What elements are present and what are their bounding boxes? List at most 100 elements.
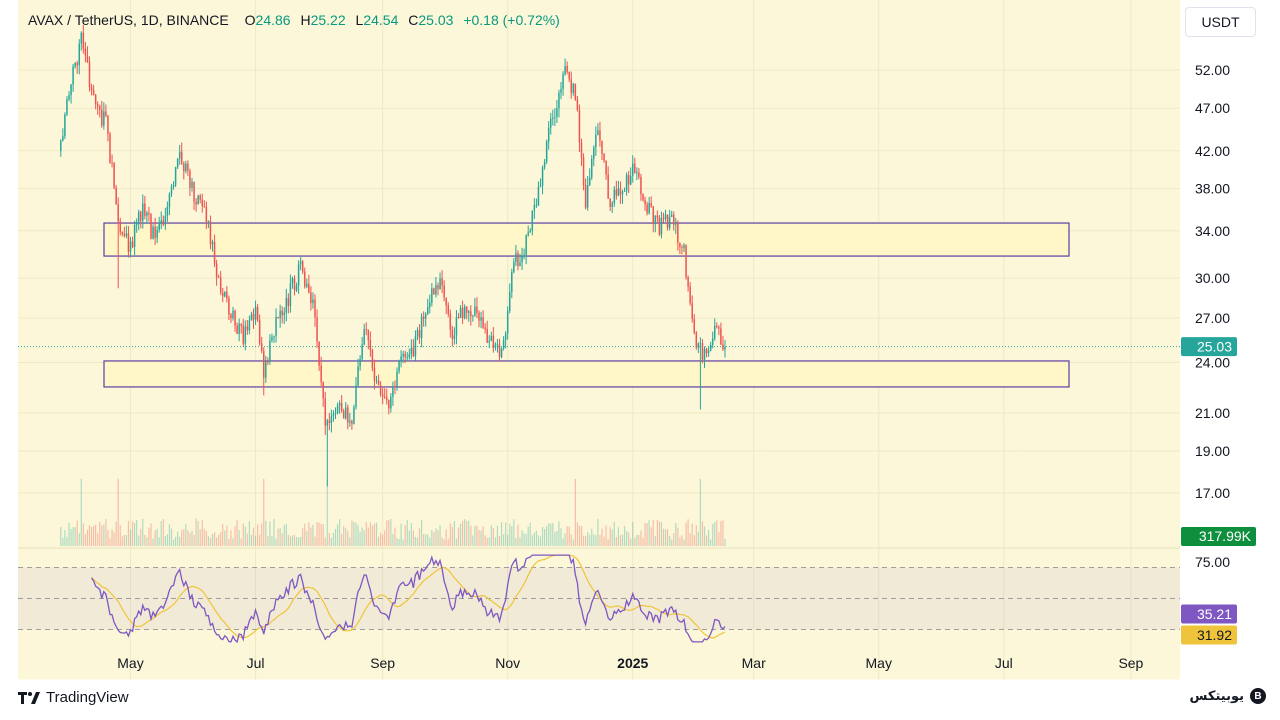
candle-body (666, 214, 669, 228)
candle-body (584, 185, 587, 208)
volume-bar (334, 528, 337, 546)
volume-bar (537, 535, 540, 546)
candle-body (144, 203, 146, 216)
volume-bar (345, 528, 347, 546)
candle-body (476, 306, 478, 313)
currency-button[interactable]: USDT (1185, 7, 1256, 37)
candle-body (714, 325, 716, 339)
volume-bar (654, 536, 656, 546)
candle-body (72, 66, 74, 85)
volume-bar (369, 522, 371, 546)
candle-body (285, 298, 288, 313)
volume-badge-text: 317.99K (1199, 528, 1252, 544)
candle-body (90, 87, 93, 91)
volume-bar (603, 536, 605, 546)
volume-bar (103, 524, 105, 546)
candle-body (170, 186, 173, 195)
candle-body (572, 83, 575, 93)
volume-bar (375, 522, 378, 546)
volume-bar (435, 528, 437, 546)
volume-bar (238, 529, 240, 546)
price-axis[interactable]: 52.00 47.00 42.00 38.00 34.00 30.00 27.00 24.00… (1195, 62, 1230, 570)
candle-body (176, 158, 179, 168)
candle-body (297, 264, 300, 286)
volume-bar (400, 523, 402, 546)
volume-bar (347, 531, 349, 546)
volume-bar (525, 533, 527, 546)
volume-bar (421, 519, 423, 546)
volume-bar (669, 536, 671, 546)
candle-body (656, 215, 659, 218)
volume-bar (433, 532, 435, 546)
volume-bar (656, 519, 658, 546)
candle-body (701, 343, 704, 360)
volume-bar (671, 539, 673, 546)
volume-bar (261, 523, 263, 546)
candle-body (435, 285, 437, 295)
volume-bar (523, 533, 525, 546)
time-tick-label: May (866, 655, 892, 671)
candle-body (304, 271, 306, 287)
candle-body (342, 410, 345, 419)
volume-bar (328, 533, 330, 546)
volume-bar (498, 536, 501, 546)
volume-bar (121, 536, 123, 546)
candle-body (111, 162, 113, 164)
time-axis[interactable]: May Jul Sep Nov 2025 Mar May Jul Sep (117, 655, 1143, 671)
volume-bar (476, 525, 478, 546)
volume-bar (277, 528, 279, 546)
volume-bar (470, 525, 472, 546)
candle-body (519, 262, 521, 266)
candle-body (215, 263, 218, 278)
volume-bar (642, 537, 644, 546)
candle-body (459, 307, 462, 318)
candle-body (160, 220, 162, 224)
candle-body (291, 278, 294, 284)
candle-body (267, 361, 269, 363)
volume-bar (314, 536, 316, 546)
volume-bar (66, 536, 68, 546)
candle-body (447, 305, 449, 314)
candle-body (260, 343, 263, 351)
candle-body (340, 403, 343, 411)
volume-bar (195, 518, 197, 546)
volume-bar (240, 538, 242, 546)
volume-badge: 317.99K (1181, 527, 1256, 546)
volume-bar (275, 538, 277, 546)
volume-bar (88, 525, 91, 546)
candle-body (697, 343, 700, 348)
candle-body (523, 254, 525, 257)
volume-bar (611, 529, 613, 546)
candle-body (88, 61, 91, 88)
volume-bar (371, 525, 373, 546)
volume-bar (119, 525, 121, 546)
candle-body (547, 127, 550, 142)
volume-bar (474, 525, 476, 546)
candle-body (287, 298, 290, 307)
volume-bar (162, 519, 164, 546)
candle-body (611, 203, 613, 207)
volume-bar (410, 523, 412, 546)
candle-body (125, 233, 128, 236)
volume-bar (664, 529, 667, 546)
price-zones[interactable] (103, 222, 1070, 388)
candle-body (201, 199, 203, 207)
volume-bar (367, 527, 369, 546)
tradingview-logo[interactable]: TradingView (18, 689, 129, 706)
volume-bar (490, 525, 492, 546)
candle-body (183, 163, 185, 172)
candle-body (541, 167, 544, 186)
volume-bar (679, 537, 681, 546)
volume-bar (519, 537, 521, 546)
volume-bar (546, 525, 548, 546)
volume-bar (619, 535, 622, 546)
volume-bar (224, 530, 226, 546)
volume-bar (466, 520, 468, 546)
candle-body (591, 158, 593, 178)
symbol-title[interactable]: AVAX / TetherUS, 1D, BINANCE (28, 12, 229, 28)
candle-body (506, 311, 509, 334)
volume-bar (718, 532, 720, 546)
low-value: 24.54 (363, 12, 399, 28)
candle-body (488, 340, 490, 343)
